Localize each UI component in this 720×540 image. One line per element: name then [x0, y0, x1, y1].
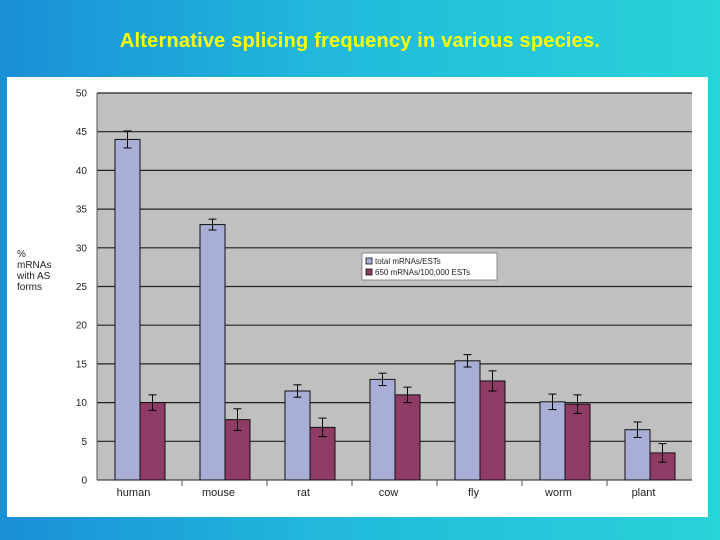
bar-human-series-1 [114, 138, 141, 481]
y-tick-label: 15 [76, 359, 88, 370]
bar-rat-series-1 [284, 390, 311, 481]
legend-swatch [365, 268, 373, 276]
bar-fly-series-2 [479, 380, 506, 481]
bar-fly-series-1 [454, 360, 481, 481]
x-category-label: cow [379, 487, 399, 499]
y-tick-label: 5 [81, 437, 87, 448]
bar-worm-series-1 [539, 401, 566, 481]
legend: total mRNAs/ESTs 650 mRNAs/100,000 ESTs [361, 252, 498, 281]
legend-box [361, 252, 498, 281]
x-category-label: human [117, 487, 151, 499]
bar-plant-series-1 [624, 429, 651, 481]
y-tick-label: 45 [76, 127, 88, 138]
x-category-label: worm [544, 487, 572, 499]
x-category-label: rat [297, 487, 310, 499]
y-tick-label: 20 [76, 321, 88, 332]
x-category-label: fly [468, 487, 480, 499]
chart-figure: % mRNAs with AS forms 0 5 10 15 20 25 30 35 40 45 50 … [7, 77, 708, 517]
legend-label: total mRNAs/ESTs [375, 257, 441, 266]
y-tick-label: 25 [76, 282, 88, 293]
y-tick-label: 35 [76, 205, 88, 216]
y-axis-label-line: % [17, 249, 26, 260]
legend-label: 650 mRNAs/100,000 ESTs [375, 268, 470, 277]
bar-cow-series-1 [369, 378, 396, 481]
x-category-label: mouse [202, 487, 235, 499]
bar-cow-series-2 [394, 394, 421, 481]
y-axis-label-line: forms [17, 282, 42, 293]
bar-mouse-series-1 [199, 224, 226, 481]
bars [114, 130, 676, 481]
y-tick-label: 50 [76, 89, 88, 100]
bar-worm-series-2 [564, 403, 591, 481]
y-axis-label-line: with AS [16, 271, 51, 282]
x-axis-categories: human mouse rat cow fly worm plant [117, 480, 656, 499]
y-tick-label: 40 [76, 166, 88, 177]
y-tick-label: 0 [81, 476, 87, 487]
y-axis-label-line: mRNAs [17, 260, 51, 271]
legend-swatch [365, 257, 373, 265]
slide-title: Alternative splicing frequency in variou… [119, 30, 601, 52]
bar-human-series-2 [139, 402, 166, 481]
y-tick-label: 30 [76, 243, 88, 254]
y-axis-ticks: 0 5 10 15 20 25 30 35 40 45 50 [76, 89, 88, 487]
y-tick-label: 10 [76, 398, 88, 409]
x-category-label: plant [632, 487, 656, 499]
